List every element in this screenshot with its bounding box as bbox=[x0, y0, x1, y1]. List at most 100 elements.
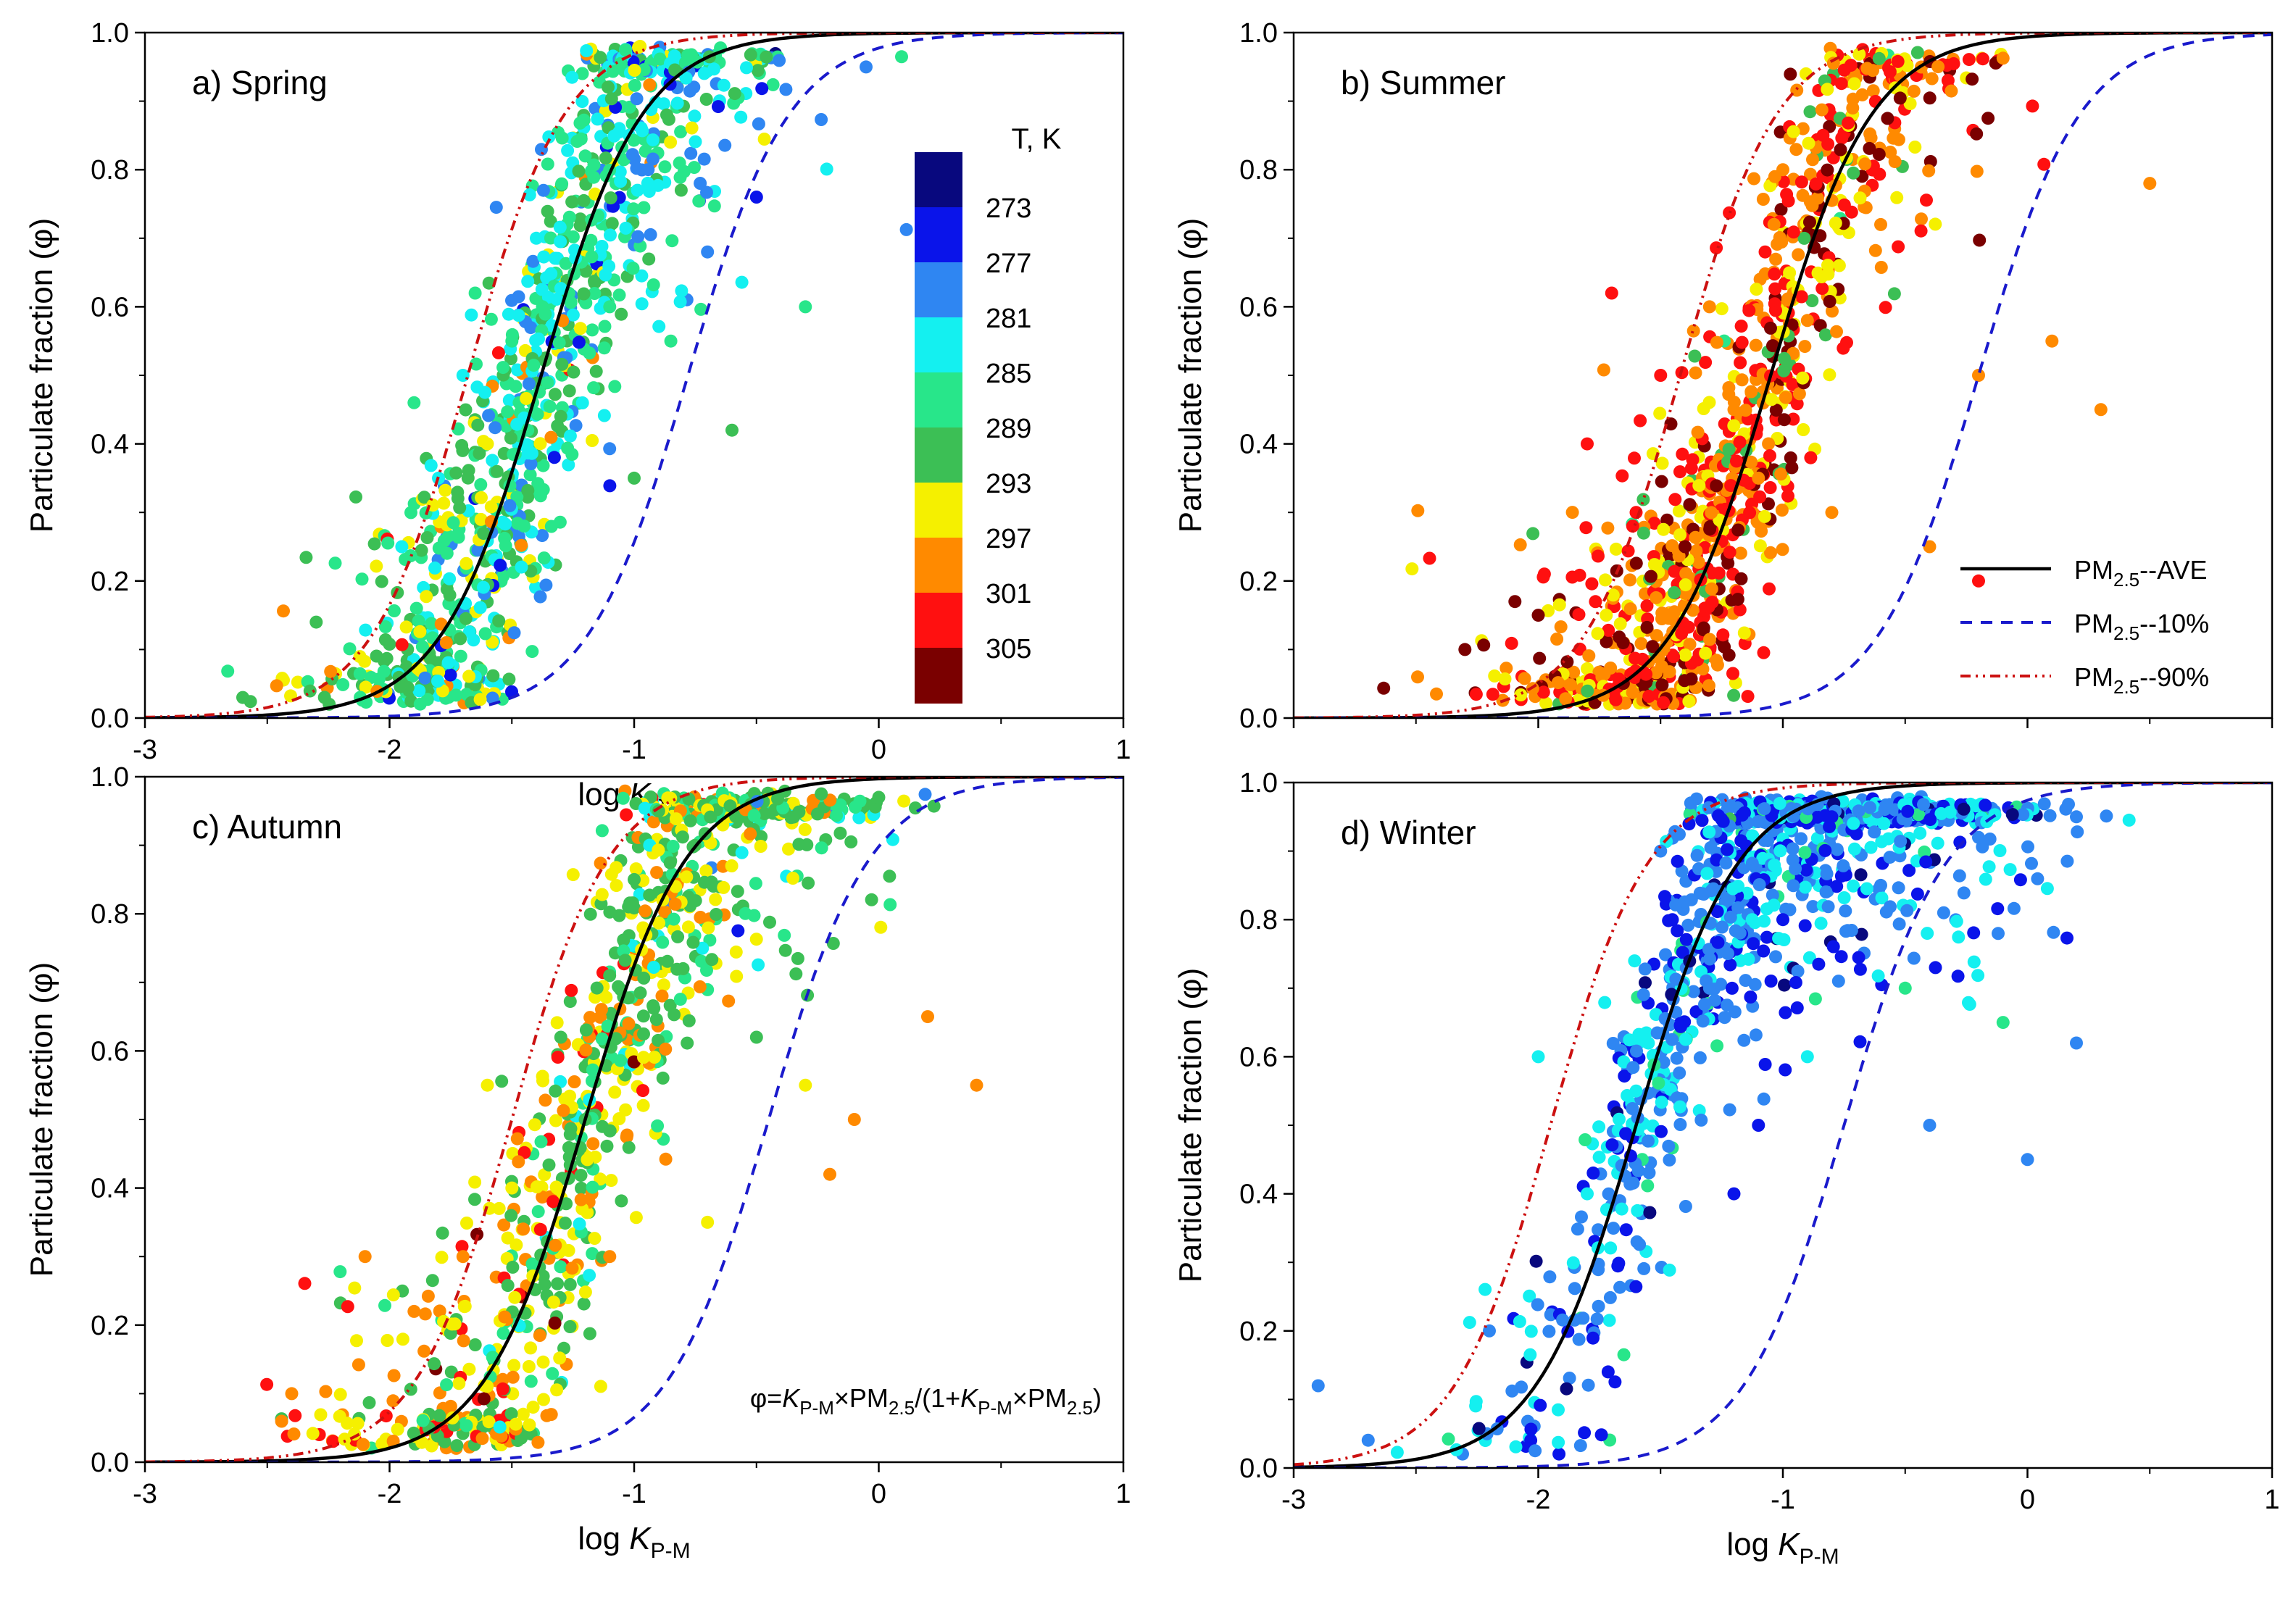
data-point bbox=[1792, 248, 1805, 262]
data-point bbox=[717, 880, 731, 894]
data-point bbox=[704, 875, 718, 889]
data-point bbox=[288, 1409, 302, 1422]
y-tick-label: 0.0 bbox=[1239, 704, 1278, 734]
data-point bbox=[1572, 608, 1586, 622]
data-point bbox=[285, 1387, 299, 1401]
data-point bbox=[1644, 570, 1657, 583]
data-point bbox=[694, 177, 707, 190]
x-tick-label: 0 bbox=[871, 735, 886, 765]
data-point bbox=[1744, 455, 1758, 469]
data-point bbox=[897, 794, 911, 808]
data-point bbox=[549, 1084, 562, 1098]
data-point bbox=[548, 1317, 562, 1330]
data-point bbox=[1910, 887, 1924, 901]
data-point bbox=[1891, 54, 1905, 68]
colorbar-swatch bbox=[915, 538, 962, 593]
data-point bbox=[1855, 88, 1869, 101]
data-point bbox=[1898, 981, 1912, 995]
data-point bbox=[1703, 633, 1716, 646]
data-point bbox=[1952, 869, 1966, 883]
data-point bbox=[523, 1418, 536, 1432]
curve-pm2-5-90- bbox=[145, 777, 1123, 1462]
data-point bbox=[847, 1113, 861, 1126]
data-point bbox=[572, 335, 586, 349]
data-point bbox=[751, 64, 765, 78]
data-point bbox=[1689, 1005, 1703, 1019]
data-point bbox=[630, 92, 644, 106]
data-point bbox=[1758, 509, 1771, 523]
data-point bbox=[1655, 1096, 1668, 1109]
data-point bbox=[523, 468, 537, 482]
data-point bbox=[1702, 600, 1715, 614]
data-point bbox=[1784, 67, 1797, 81]
data-point bbox=[655, 989, 669, 1003]
formula-annotation: φ=KP-M×PM2.5/(1+KP-M×PM2.5) bbox=[750, 1383, 1102, 1419]
data-point bbox=[1590, 1312, 1604, 1326]
colorbar-swatch bbox=[915, 207, 962, 263]
data-point bbox=[1513, 538, 1527, 551]
data-point bbox=[477, 527, 491, 541]
data-point bbox=[539, 578, 553, 592]
data-point bbox=[1689, 792, 1703, 806]
data-point bbox=[1675, 627, 1689, 641]
data-point bbox=[1578, 1133, 1592, 1146]
data-point bbox=[1505, 636, 1518, 650]
data-point bbox=[1679, 578, 1692, 592]
data-point bbox=[1653, 406, 1667, 420]
data-point bbox=[603, 300, 617, 314]
data-point bbox=[673, 157, 686, 170]
data-point bbox=[2021, 1153, 2034, 1167]
data-point bbox=[1726, 882, 1740, 896]
data-point bbox=[1758, 267, 1772, 280]
data-point bbox=[1673, 1100, 1686, 1114]
data-point bbox=[1634, 414, 1647, 427]
data-point bbox=[1679, 933, 1693, 946]
data-point bbox=[395, 540, 409, 554]
data-point bbox=[1613, 1112, 1626, 1126]
data-point bbox=[586, 323, 599, 337]
data-point bbox=[471, 543, 485, 557]
data-point bbox=[1894, 835, 1908, 848]
data-point bbox=[395, 638, 409, 651]
data-point bbox=[1605, 286, 1618, 300]
data-point bbox=[1753, 490, 1767, 504]
data-point bbox=[673, 295, 687, 309]
data-point bbox=[541, 157, 554, 171]
data-point bbox=[459, 556, 473, 570]
data-point bbox=[1704, 841, 1718, 854]
data-point bbox=[1600, 635, 1613, 648]
data-point bbox=[478, 385, 492, 399]
data-point bbox=[1802, 136, 1815, 150]
data-point bbox=[1773, 844, 1787, 858]
data-point bbox=[1559, 692, 1573, 706]
data-point bbox=[1673, 1066, 1686, 1080]
data-point bbox=[573, 322, 587, 335]
data-point bbox=[1863, 141, 1876, 155]
data-point bbox=[1941, 74, 1955, 88]
data-point bbox=[648, 1051, 662, 1064]
y-tick-label: 0.0 bbox=[1239, 1453, 1278, 1484]
data-point bbox=[1983, 833, 1997, 846]
data-point bbox=[636, 1009, 650, 1023]
data-point bbox=[1805, 294, 1819, 307]
data-point bbox=[1910, 46, 1924, 59]
data-point bbox=[1830, 880, 1844, 893]
data-point bbox=[471, 418, 485, 432]
data-point bbox=[1581, 1187, 1594, 1201]
data-point bbox=[492, 614, 506, 627]
data-point bbox=[1442, 1432, 1455, 1446]
data-point bbox=[642, 252, 656, 266]
data-point bbox=[1784, 451, 1797, 464]
data-point bbox=[1809, 177, 1823, 191]
data-point bbox=[610, 861, 623, 875]
data-point bbox=[484, 500, 498, 514]
formula-text: φ=KP-M×PM2.5/(1+KP-M×PM2.5) bbox=[750, 1383, 1102, 1419]
data-point bbox=[1847, 879, 1860, 893]
data-point bbox=[413, 625, 427, 638]
data-point bbox=[617, 933, 631, 947]
data-point bbox=[1710, 1039, 1724, 1053]
data-point bbox=[615, 57, 628, 70]
data-point bbox=[586, 434, 599, 447]
data-point bbox=[1667, 650, 1681, 664]
data-point bbox=[587, 158, 601, 172]
